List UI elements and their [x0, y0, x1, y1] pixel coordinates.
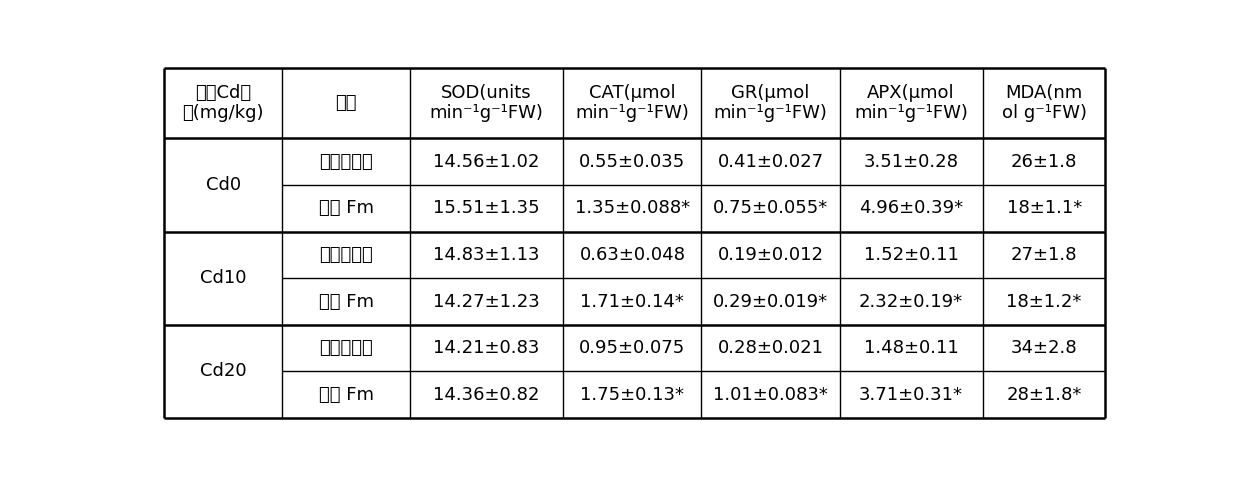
- Text: 14.83±1.13: 14.83±1.13: [434, 246, 540, 264]
- Text: 28±1.8*: 28±1.8*: [1006, 386, 1082, 404]
- Text: Cd0: Cd0: [206, 176, 240, 194]
- Text: 18±1.2*: 18±1.2*: [1006, 293, 1082, 311]
- Text: 1.52±0.11: 1.52±0.11: [864, 246, 959, 264]
- Text: 0.75±0.055*: 0.75±0.055*: [712, 199, 828, 217]
- Text: GR(μmol: GR(μmol: [731, 85, 810, 102]
- Text: APX(μmol: APX(μmol: [867, 85, 955, 102]
- Text: ol g⁻¹FW): ol g⁻¹FW): [1001, 104, 1087, 122]
- Text: 14.21±0.83: 14.21±0.83: [434, 339, 540, 357]
- Text: 未接种对照: 未接种对照: [320, 152, 373, 171]
- Text: Cd10: Cd10: [199, 269, 247, 287]
- Text: 34±2.8: 34±2.8: [1011, 339, 1078, 357]
- Text: 处理: 处理: [336, 94, 357, 112]
- Text: min⁻¹g⁻¹FW): min⁻¹g⁻¹FW): [854, 104, 968, 122]
- Text: 26±1.8: 26±1.8: [1011, 152, 1078, 171]
- Text: 0.28±0.021: 0.28±0.021: [717, 339, 824, 357]
- Text: min⁻¹g⁻¹FW): min⁻¹g⁻¹FW): [575, 104, 689, 122]
- Text: 1.35±0.088*: 1.35±0.088*: [575, 199, 690, 217]
- Text: 0.29±0.019*: 0.29±0.019*: [712, 293, 828, 311]
- Text: CAT(μmol: CAT(μmol: [589, 85, 675, 102]
- Text: 0.41±0.027: 0.41±0.027: [717, 152, 824, 171]
- Text: 1.01±0.083*: 1.01±0.083*: [714, 386, 828, 404]
- Text: 3.71±0.31*: 3.71±0.31*: [859, 386, 963, 404]
- Text: 27±1.8: 27±1.8: [1011, 246, 1078, 264]
- Text: MDA(nm: MDA(nm: [1006, 85, 1083, 102]
- Text: Cd20: Cd20: [199, 362, 247, 380]
- Text: 18±1.1*: 18±1.1*: [1006, 199, 1082, 217]
- Text: 14.27±1.23: 14.27±1.23: [434, 293, 540, 311]
- Text: 4.96±0.39*: 4.96±0.39*: [859, 199, 963, 217]
- Text: min⁻¹g⁻¹FW): min⁻¹g⁻¹FW): [430, 104, 544, 122]
- Text: 接种 Fm: 接种 Fm: [318, 293, 373, 311]
- Text: 0.55±0.035: 0.55±0.035: [580, 152, 685, 171]
- Text: 未接种对照: 未接种对照: [320, 246, 373, 264]
- Text: SOD(units: SOD(units: [441, 85, 532, 102]
- Text: 1.48±0.11: 1.48±0.11: [864, 339, 959, 357]
- Text: 14.56±1.02: 14.56±1.02: [434, 152, 540, 171]
- Text: 0.63±0.048: 0.63±0.048: [580, 246, 685, 264]
- Text: 接种 Fm: 接种 Fm: [318, 199, 373, 217]
- Text: min⁻¹g⁻¹FW): min⁻¹g⁻¹FW): [714, 104, 828, 122]
- Text: 未接种对照: 未接种对照: [320, 339, 373, 357]
- Text: 14.36±0.82: 14.36±0.82: [434, 386, 540, 404]
- Text: 0.95±0.075: 0.95±0.075: [580, 339, 685, 357]
- Text: 0.19±0.012: 0.19±0.012: [717, 246, 824, 264]
- Text: 15.51±1.35: 15.51±1.35: [434, 199, 540, 217]
- Text: 1.75±0.13*: 1.75±0.13*: [580, 386, 684, 404]
- Text: 度(mg/kg): 度(mg/kg): [182, 104, 264, 122]
- Text: 3.51±0.28: 3.51±0.28: [864, 152, 959, 171]
- Text: 1.71±0.14*: 1.71±0.14*: [581, 293, 684, 311]
- Text: 2.32±0.19*: 2.32±0.19*: [859, 293, 963, 311]
- Text: 接种 Fm: 接种 Fm: [318, 386, 373, 404]
- Text: 土壹Cd浓: 土壹Cd浓: [196, 85, 252, 102]
